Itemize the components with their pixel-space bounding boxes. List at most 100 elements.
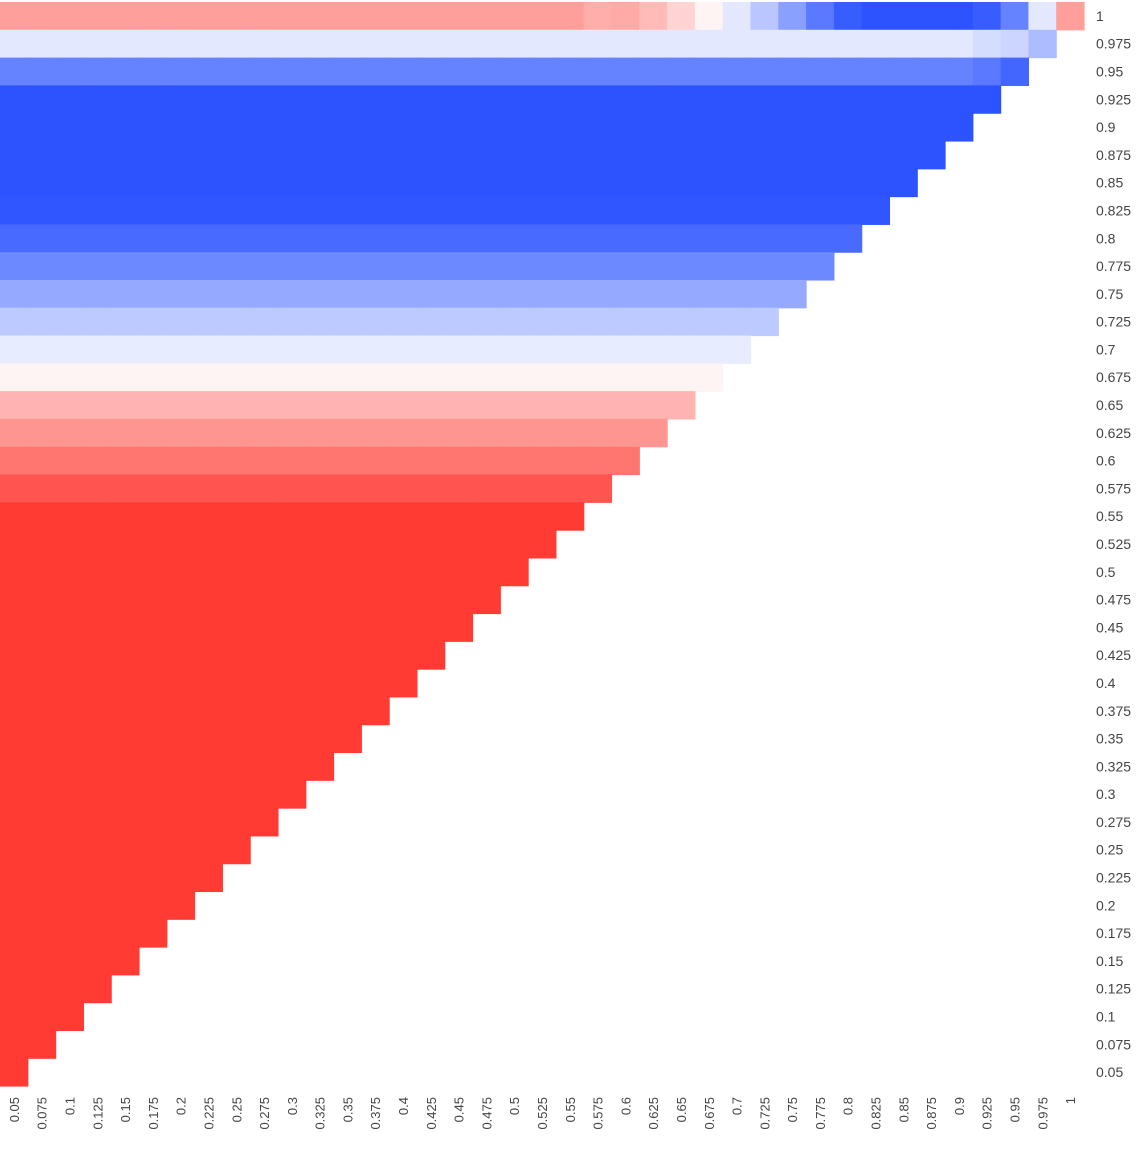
- heatmap-cell: [250, 446, 279, 476]
- heatmap-cell: [555, 196, 585, 225]
- heatmap-cell: [917, 2, 946, 31]
- heatmap-cell: [111, 530, 140, 559]
- heatmap-cell: [472, 585, 501, 615]
- heatmap-cell: [166, 502, 196, 531]
- heatmap-cell: [444, 196, 474, 225]
- heatmap-cell: [0, 140, 29, 170]
- heatmap-cell: [27, 85, 57, 114]
- y-tick-label: 0.6: [1096, 453, 1116, 469]
- y-tick-label: 0.45: [1096, 619, 1123, 635]
- heatmap-cell: [0, 780, 29, 809]
- heatmap-cell: [694, 224, 724, 253]
- heatmap-cell: [0, 808, 29, 837]
- heatmap-cell: [416, 279, 446, 309]
- heatmap-cell: [27, 168, 57, 198]
- heatmap-cell: [250, 780, 279, 809]
- heatmap-cell: [500, 474, 529, 503]
- heatmap-cell: [945, 57, 974, 86]
- heatmap-cell: [444, 446, 474, 476]
- heatmap-cell: [138, 2, 168, 31]
- heatmap-cell: [972, 29, 1002, 59]
- heatmap-cell: [305, 474, 335, 503]
- heatmap-cell: [555, 307, 585, 337]
- heatmap-cell: [0, 446, 29, 476]
- heatmap-cell: [138, 85, 168, 114]
- heatmap-cell: [1000, 29, 1030, 59]
- heatmap-cell: [0, 919, 29, 948]
- heatmap-cell: [166, 613, 196, 642]
- heatmap-cell: [111, 557, 140, 587]
- heatmap-cell: [416, 363, 446, 392]
- heatmap-cell: [27, 307, 57, 337]
- y-tick-label: 0.775: [1096, 258, 1131, 274]
- heatmap-cell: [528, 446, 557, 476]
- heatmap-cell: [83, 808, 112, 837]
- y-tick-label: 0.3: [1096, 786, 1116, 802]
- heatmap-cell: [222, 2, 251, 31]
- heatmap-cell: [639, 279, 668, 309]
- heatmap-cell: [194, 335, 223, 364]
- x-tick-label: 0.325: [313, 1097, 328, 1130]
- heatmap-cell: [333, 307, 362, 337]
- heatmap-cell: [722, 335, 752, 364]
- heatmap-cell: [945, 29, 974, 59]
- heatmap-cell: [55, 363, 84, 392]
- heatmap-cell: [500, 252, 529, 281]
- heatmap-cell: [361, 307, 390, 337]
- heatmap-cell: [778, 2, 807, 31]
- heatmap-cell: [250, 585, 279, 615]
- heatmap-cell: [166, 57, 196, 86]
- heatmap-cell: [111, 808, 140, 837]
- heatmap-cell: [444, 530, 474, 559]
- heatmap-cell: [83, 140, 112, 170]
- heatmap-cell: [55, 724, 84, 754]
- heatmap-cell: [722, 140, 752, 170]
- heatmap-cell: [806, 57, 835, 86]
- heatmap-cell: [83, 168, 112, 198]
- heatmap-cell: [27, 641, 57, 670]
- heatmap-cell: [611, 252, 640, 281]
- heatmap-cell: [500, 530, 529, 559]
- heatmap-cell: [583, 140, 613, 170]
- heatmap-cell: [166, 863, 196, 893]
- heatmap-cell: [472, 2, 501, 31]
- heatmap-cell: [194, 363, 223, 392]
- heatmap-cell: [528, 530, 557, 559]
- heatmap-cell: [444, 57, 474, 86]
- heatmap-cell: [555, 224, 585, 253]
- x-tick-label: 0.875: [924, 1097, 939, 1130]
- heatmap-cell: [305, 669, 335, 698]
- heatmap-cell: [361, 252, 390, 281]
- x-tick-label: 0.725: [757, 1097, 772, 1130]
- heatmap-cell: [389, 307, 418, 337]
- heatmap-cell: [166, 113, 196, 142]
- heatmap-cell: [555, 113, 585, 142]
- heatmap-cell: [444, 307, 474, 337]
- heatmap-cell: [222, 307, 251, 337]
- heatmap-cell: [55, 696, 84, 726]
- heatmap-cell: [472, 196, 501, 225]
- heatmap-cell: [166, 669, 196, 698]
- x-tick-label: 0.125: [90, 1097, 105, 1130]
- heatmap-cell: [416, 502, 446, 531]
- heatmap-cell: [305, 363, 335, 392]
- heatmap-cell: [27, 613, 57, 642]
- y-tick-label: 0.55: [1096, 508, 1123, 524]
- heatmap-cell: [55, 585, 84, 615]
- heatmap-cell: [166, 418, 196, 448]
- heatmap-cell: [472, 474, 501, 503]
- heatmap-cell: [833, 29, 863, 59]
- heatmap-cell: [111, 613, 140, 642]
- heatmap-cell: [194, 113, 223, 142]
- heatmap-cell: [27, 808, 57, 837]
- heatmap-cell: [111, 474, 140, 503]
- heatmap-cell: [138, 446, 168, 476]
- heatmap-cell: [194, 418, 223, 448]
- heatmap-cell: [83, 891, 112, 920]
- heatmap-cell: [889, 113, 918, 142]
- heatmap-cell: [694, 2, 724, 31]
- heatmap-cell: [83, 974, 112, 1004]
- heatmap-cell: [500, 307, 529, 337]
- heatmap-cell: [55, 863, 84, 893]
- heatmap-cell: [194, 696, 223, 726]
